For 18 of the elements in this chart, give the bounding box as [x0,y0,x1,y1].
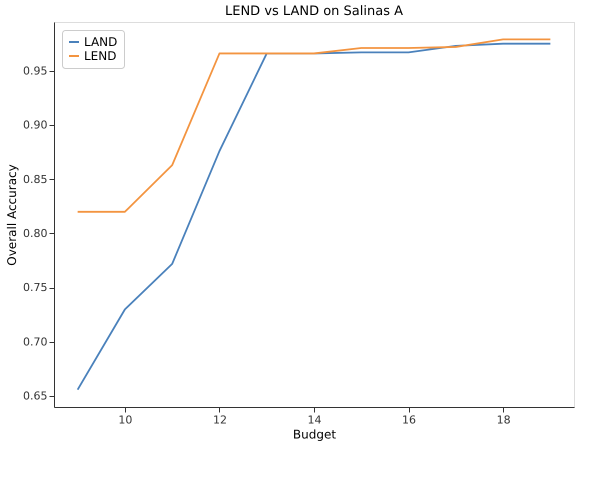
legend-label: LAND [84,35,118,49]
y-tick-label: 0.90 [23,118,48,132]
x-tick-label: 10 [118,414,132,426]
y-tick-label: 0.70 [23,335,48,348]
y-tick-label: 0.75 [23,281,48,294]
chart-title: LEND vs LAND on Salinas A [225,4,404,19]
x-tick-label: 14 [308,414,322,426]
legend-label: LEND [84,49,116,63]
y-tick-label: 0.85 [23,172,48,186]
x-tick-label: 18 [496,414,511,426]
x-tick-label: 16 [402,414,416,426]
y-tick-label: 0.95 [23,64,48,78]
y-tick-label: 0.80 [23,226,48,240]
x-tick-label: 12 [212,414,227,426]
y-axis-title: Overall Accuracy [5,164,20,266]
y-tick-label: 0.65 [23,390,48,403]
x-axis-title: Budget [292,428,336,442]
line-series [76,38,552,213]
